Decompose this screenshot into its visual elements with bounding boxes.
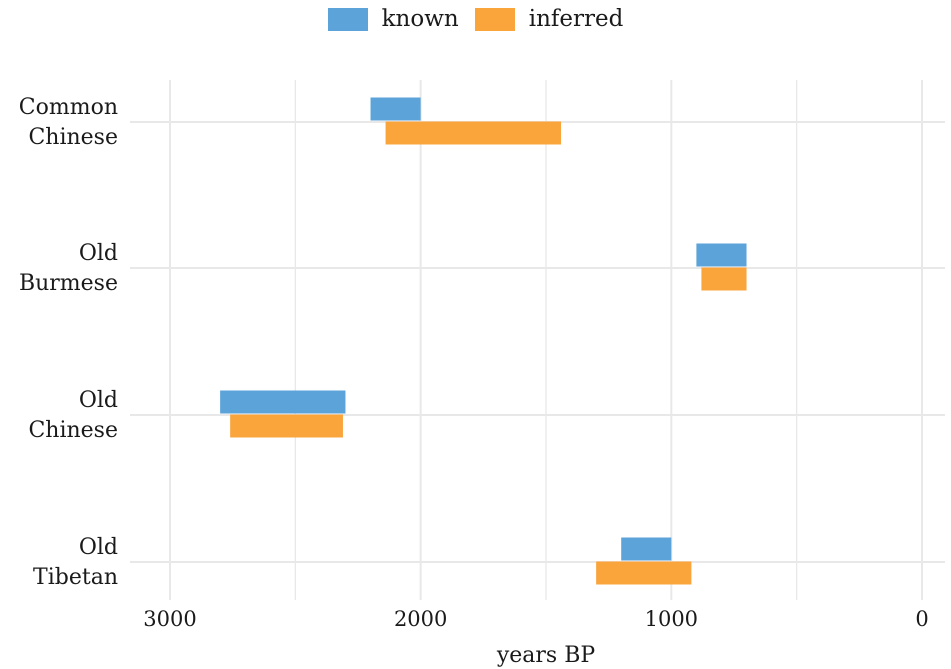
legend-swatch-inferred (474, 7, 515, 31)
bar-known-1 (696, 243, 747, 267)
category-labels: Common Chinese Old Burmese Old Chinese Old Tibe… (19, 95, 118, 590)
x-tick-labels: 3000 2000 1000 0 (143, 607, 928, 631)
category-label-line: Tibetan (33, 565, 118, 590)
bar-inferred-3 (596, 561, 692, 585)
category-label-line: Burmese (19, 271, 118, 296)
legend-label-known: known (381, 6, 459, 32)
bar-known-0 (370, 97, 421, 121)
legend-swatch-known (327, 7, 368, 31)
legend: known inferred (0, 6, 951, 32)
category-label-line: Old (79, 535, 118, 560)
x-tick-label: 0 (915, 607, 928, 631)
category-label-line: Old (79, 388, 118, 413)
category-label-line: Common (19, 95, 118, 120)
bar-inferred-1 (701, 267, 747, 291)
category-label-line: Old (79, 241, 118, 266)
bar-inferred-2 (230, 414, 343, 438)
category-label-line: Chinese (28, 125, 118, 150)
range-bars (220, 97, 747, 585)
bar-known-2 (220, 390, 346, 414)
legend-label-inferred: inferred (528, 6, 624, 32)
legend-item-known: known (327, 6, 459, 32)
x-tick-label: 1000 (645, 607, 698, 631)
x-tick-label: 2000 (394, 607, 447, 631)
category-label-line: Chinese (28, 418, 118, 443)
x-axis-title: years BP (496, 643, 596, 668)
x-tick-label: 3000 (143, 607, 196, 631)
grid-lines (130, 80, 945, 600)
bar-known-3 (621, 537, 672, 561)
bar-inferred-0 (385, 121, 562, 145)
legend-item-inferred: inferred (474, 6, 624, 32)
